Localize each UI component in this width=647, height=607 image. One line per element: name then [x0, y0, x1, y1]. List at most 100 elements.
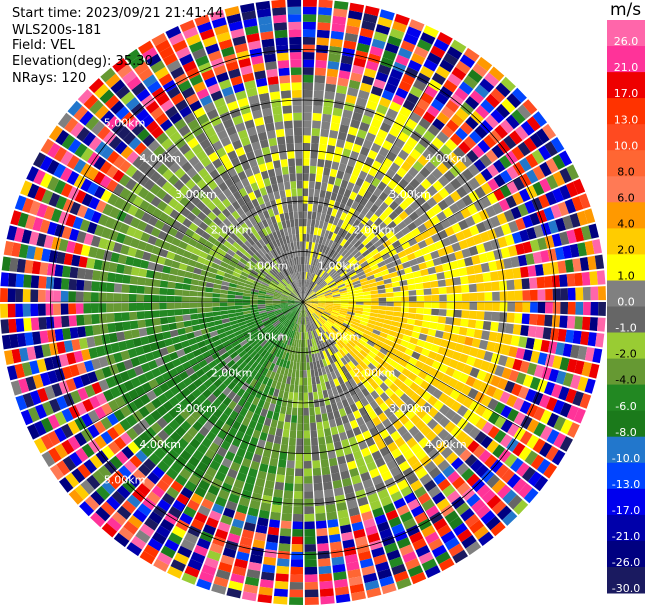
velocity-cell: [385, 244, 395, 253]
velocity-cell: [362, 291, 371, 296]
velocity-cell: [180, 449, 192, 462]
velocity-cell: [281, 244, 287, 253]
velocity-cell: [209, 442, 220, 453]
velocity-cell: [229, 351, 239, 360]
velocity-cell: [165, 105, 178, 119]
velocity-cell: [386, 151, 397, 162]
velocity-cell: [265, 300, 273, 302]
velocity-cell: [303, 302, 309, 308]
velocity-cell: [257, 249, 265, 257]
velocity-cell: [227, 309, 236, 314]
velocity-cell: [183, 346, 193, 355]
velocity-cell: [399, 255, 409, 264]
velocity-cell: [331, 288, 339, 293]
velocity-cell: [255, 0, 271, 11]
velocity-cell: [297, 347, 301, 355]
velocity-cell: [312, 112, 322, 122]
range-ring-label: 1.00km: [247, 331, 289, 344]
velocity-cell: [237, 97, 249, 108]
velocity-cell: [533, 406, 546, 421]
velocity-cell: [363, 294, 372, 299]
velocity-cell: [323, 341, 330, 350]
velocity-cell: [512, 177, 525, 191]
velocity-cell: [282, 174, 290, 183]
velocity-cell: [309, 265, 313, 273]
velocity-cell: [161, 324, 170, 332]
velocity-cell: [372, 329, 381, 336]
azimuth-spoke: [84, 301, 304, 429]
velocity-cell: [317, 227, 323, 236]
velocity-cell: [460, 101, 475, 116]
velocity-cell: [393, 258, 402, 267]
velocity-cell: [340, 524, 352, 534]
velocity-cell: [410, 443, 423, 455]
velocity-cell: [326, 222, 333, 232]
velocity-cell: [208, 249, 218, 258]
velocity-cell: [184, 444, 197, 456]
velocity-cell: [218, 561, 233, 573]
velocity-cell: [182, 283, 191, 291]
velocity-cell: [313, 391, 319, 400]
velocity-cell: [314, 67, 327, 76]
velocity-cell: [368, 319, 377, 325]
velocity-cell: [526, 418, 540, 434]
velocity-cell: [243, 310, 252, 315]
velocity-cell: [332, 344, 339, 353]
velocity-cell: [159, 295, 167, 302]
velocity-cell: [205, 369, 215, 379]
velocity-cell: [338, 268, 346, 276]
velocity-cell: [250, 307, 259, 311]
velocity-cell: [280, 304, 289, 307]
velocity-cell: [267, 286, 276, 292]
velocity-cell: [454, 293, 463, 301]
velocity-cell: [10, 210, 22, 226]
velocity-cell: [375, 153, 386, 164]
velocity-cell: [382, 239, 392, 248]
velocity-cell: [306, 279, 309, 288]
velocity-cell: [66, 352, 77, 365]
velocity-cell: [479, 231, 490, 243]
velocity-cell: [125, 414, 138, 427]
velocity-cell: [223, 272, 233, 279]
velocity-cell: [399, 106, 412, 118]
velocity-cell: [77, 89, 93, 105]
velocity-cell: [156, 93, 170, 106]
velocity-cell: [204, 337, 213, 346]
velocity-cell: [271, 0, 286, 9]
velocity-cell: [30, 289, 39, 302]
velocity-cell: [427, 266, 437, 275]
velocity-cell: [567, 287, 576, 301]
velocity-cell: [162, 454, 175, 467]
velocity-cell: [274, 291, 282, 295]
velocity-cell: [211, 196, 222, 207]
velocity-cell: [282, 291, 290, 296]
velocity-cell: [202, 264, 211, 272]
velocity-cell: [449, 165, 462, 178]
velocity-cell: [525, 253, 535, 265]
velocity-cell: [355, 433, 365, 444]
velocity-cell: [244, 80, 256, 90]
velocity-cell: [303, 324, 305, 333]
velocity-cell: [169, 112, 183, 125]
colorbar-tick-label: -13.0: [612, 478, 640, 491]
velocity-cell: [345, 429, 355, 439]
velocity-cell: [513, 499, 529, 515]
velocity-cell: [544, 275, 553, 288]
velocity-cell: [187, 259, 197, 267]
velocity-cell: [227, 294, 236, 299]
nrays-label: NRays: 120: [12, 71, 87, 86]
velocity-cell: [343, 344, 352, 353]
velocity-cell: [469, 519, 485, 534]
velocity-cell: [187, 137, 199, 149]
velocity-cell: [123, 213, 134, 225]
velocity-cell: [423, 341, 433, 351]
velocity-cell: [46, 159, 60, 175]
velocity-cell: [303, 400, 309, 408]
velocity-cell: [307, 256, 310, 265]
velocity-cell: [86, 167, 99, 181]
velocity-cell: [506, 312, 515, 323]
velocity-cell: [136, 294, 145, 302]
velocity-cell: [232, 35, 247, 46]
velocity-cell: [230, 257, 240, 265]
velocity-cell: [230, 320, 239, 326]
